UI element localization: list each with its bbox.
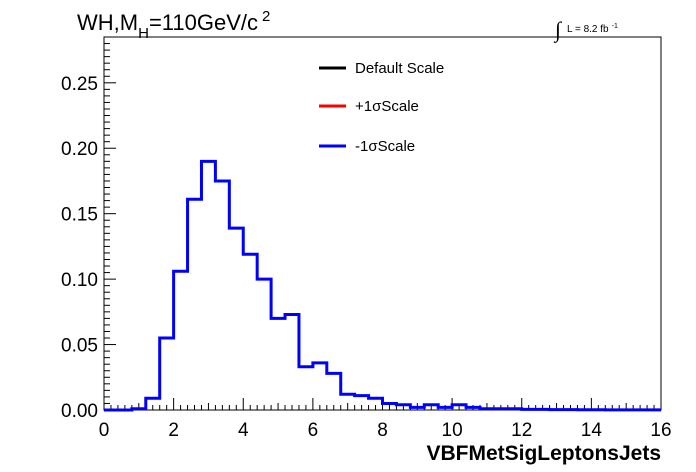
x-tick-label: 14 xyxy=(581,420,603,441)
integral-symbol: ∫ xyxy=(553,17,563,43)
legend: Default Scale +1σScale -1σScale xyxy=(319,60,444,155)
title-superscript: 2 xyxy=(262,8,270,25)
title-main: WH,M xyxy=(77,10,138,35)
title-subscript: H xyxy=(138,25,149,42)
svg-text:WH,MH=110GeV/c2: WH,MH=110GeV/c 2 xyxy=(77,8,270,42)
legend-entry: -1σScale xyxy=(319,138,415,155)
y-tick-label: 0.20 xyxy=(61,139,98,160)
lumi-text: L = 8.2 fb xyxy=(567,24,609,35)
y-axis: 0.00 0.05 0.10 0.15 0.20 0.25 xyxy=(61,36,116,422)
x-axis-label: VBFMetSigLeptonsJets xyxy=(426,442,661,465)
x-tick-label: 6 xyxy=(308,420,319,441)
x-axis: 0 2 4 6 8 10 12 14 16 xyxy=(99,398,672,441)
x-tick-label: 16 xyxy=(650,420,671,441)
y-tick-label: 0.25 xyxy=(61,74,98,95)
chart-title: WH,MH=110GeV/c 2 xyxy=(77,8,270,42)
legend-label: +1σScale xyxy=(355,98,419,115)
legend-entry: +1σScale xyxy=(319,98,419,115)
title-rest: =110GeV/c xyxy=(149,10,258,35)
svg-text:L = 8.2 fb-1: L = 8.2 fb -1 xyxy=(567,23,618,35)
y-tick-label: 0.00 xyxy=(61,401,98,422)
y-tick-label: 0.10 xyxy=(61,270,98,291)
x-tick-label: 4 xyxy=(238,420,249,441)
legend-label: Default Scale xyxy=(355,60,444,77)
series-layer xyxy=(104,159,661,412)
y-tick-label: 0.15 xyxy=(61,205,98,226)
x-tick-label: 0 xyxy=(99,420,110,441)
x-tick-label: 12 xyxy=(511,420,532,441)
x-tick-label: 8 xyxy=(377,420,388,441)
lumi-superscript: -1 xyxy=(612,23,618,30)
legend-entry: Default Scale xyxy=(319,60,444,77)
x-tick-label: 2 xyxy=(168,420,179,441)
x-tick-label: 10 xyxy=(442,420,463,441)
y-tick-label: 0.05 xyxy=(61,336,98,357)
lumi-label: ∫ L = 8.2 fb -1 xyxy=(553,17,618,43)
legend-label: -1σScale xyxy=(355,138,415,155)
series-line xyxy=(104,159,661,412)
